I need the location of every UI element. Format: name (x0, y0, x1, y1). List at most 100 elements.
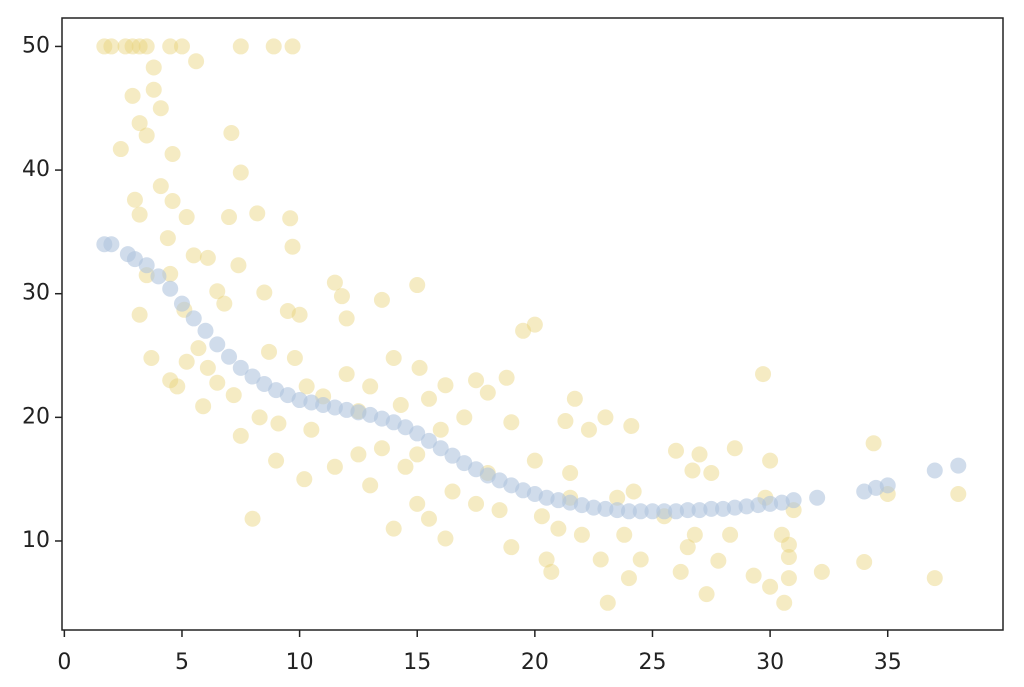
point (420, 432, 437, 449)
x-tick-label: 10 (286, 650, 314, 675)
point (780, 549, 797, 566)
point (456, 409, 473, 426)
point (350, 446, 367, 463)
point (698, 586, 715, 603)
x-tick-label: 20 (521, 650, 549, 675)
point (672, 563, 689, 580)
point (131, 206, 148, 223)
point (585, 499, 602, 516)
point (468, 495, 485, 512)
point (221, 209, 238, 226)
point (209, 283, 226, 300)
point (298, 378, 315, 395)
point (397, 419, 414, 436)
y-tick-label: 30 (22, 281, 50, 306)
point (755, 366, 772, 383)
point (420, 510, 437, 527)
point (159, 230, 176, 247)
point (609, 489, 626, 506)
point (131, 38, 148, 55)
point (437, 530, 454, 547)
point (616, 526, 633, 543)
point (209, 374, 226, 391)
point (162, 280, 179, 297)
point (286, 350, 303, 366)
point (126, 251, 143, 268)
point (185, 310, 202, 327)
point (686, 526, 703, 543)
point (926, 570, 943, 587)
point (145, 81, 162, 98)
point (268, 452, 285, 469)
point (190, 340, 207, 357)
point (632, 551, 649, 568)
point (152, 178, 169, 195)
point (599, 594, 616, 611)
point (392, 396, 409, 413)
point (216, 295, 233, 312)
point (232, 164, 249, 181)
point (397, 458, 414, 475)
point (178, 209, 195, 226)
y-tick-label: 40 (22, 157, 50, 182)
point (162, 38, 179, 55)
point (557, 413, 574, 430)
point (126, 191, 143, 208)
point (762, 452, 779, 469)
point (620, 570, 637, 587)
point (780, 570, 797, 587)
point (138, 127, 155, 144)
point (138, 257, 155, 274)
x-tick-label: 15 (403, 650, 431, 675)
point (244, 510, 261, 527)
point (456, 455, 473, 472)
point (256, 375, 273, 392)
point (143, 350, 160, 366)
point (745, 567, 762, 584)
x-tick-label: 30 (756, 650, 784, 675)
point (185, 247, 202, 264)
point (338, 310, 355, 327)
point (950, 486, 967, 502)
point (326, 458, 343, 475)
point (856, 554, 873, 570)
point (261, 343, 278, 360)
point (178, 353, 195, 370)
point (479, 384, 496, 401)
point (644, 503, 661, 520)
point (543, 563, 560, 580)
point (632, 503, 649, 520)
point (197, 322, 214, 339)
point (726, 440, 743, 457)
point (296, 471, 313, 488)
point (468, 372, 485, 389)
point (684, 462, 701, 479)
point (776, 594, 793, 611)
point (691, 446, 708, 463)
y-tick-label: 20 (22, 404, 50, 429)
point (251, 409, 268, 426)
point (620, 503, 637, 520)
point (282, 210, 299, 227)
point (232, 427, 249, 444)
y-tick-label: 10 (22, 528, 50, 553)
point (138, 38, 155, 55)
plot-area (62, 18, 1003, 630)
point (773, 526, 790, 543)
point (726, 499, 743, 516)
point (526, 316, 543, 333)
point (230, 257, 247, 274)
x-tick-label: 35 (874, 650, 902, 675)
point (112, 141, 129, 158)
point (722, 526, 739, 543)
point (503, 414, 520, 431)
point (444, 447, 461, 464)
x-tick-label: 5 (175, 650, 189, 675)
point (411, 359, 428, 376)
point (515, 322, 532, 339)
point (468, 461, 485, 478)
point (199, 249, 216, 266)
plot-frame (61, 17, 1004, 631)
point (750, 497, 767, 514)
y-tick-label: 50 (22, 33, 50, 58)
